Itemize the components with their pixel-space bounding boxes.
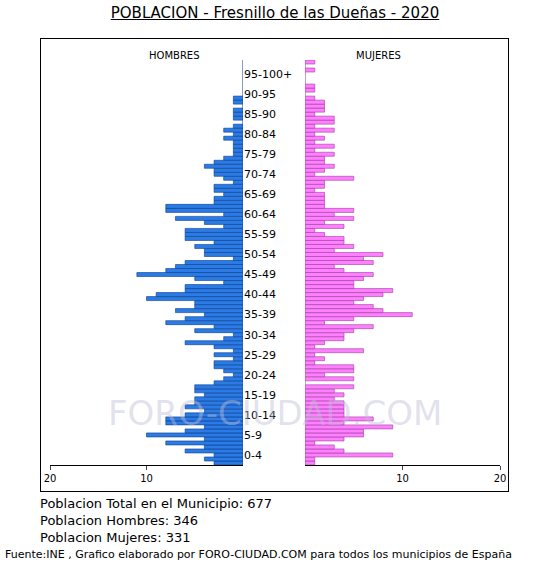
- svg-text:FORO-CIUDAD.COM: FORO-CIUDAD.COM: [108, 393, 442, 433]
- svg-text:10: 10: [140, 473, 153, 484]
- svg-text:45-49: 45-49: [244, 268, 276, 281]
- svg-text:85-90: 85-90: [244, 108, 276, 121]
- html-text:Poblacion Hombres: 346: Poblacion Hombres: 346: [40, 513, 198, 528]
- svg-text:20-24: 20-24: [244, 369, 276, 382]
- svg-text:80-84: 80-84: [244, 128, 276, 141]
- html-text:POBLACION - Fresnillo de las D: POBLACION - Fresnillo de las Dueñas - 20…: [110, 4, 440, 22]
- svg-text:65-69: 65-69: [244, 188, 276, 201]
- svg-text:20: 20: [44, 473, 57, 484]
- svg-text:30-34: 30-34: [244, 329, 276, 342]
- html-text:Fuente:INE , Grafico elaborado: Fuente:INE , Grafico elaborado por FORO-…: [5, 548, 512, 561]
- html-text:Poblacion Total en el Municipi: Poblacion Total en el Municipio: 677: [40, 496, 273, 511]
- svg-text:70-74: 70-74: [244, 168, 276, 181]
- svg-text:60-64: 60-64: [244, 208, 276, 221]
- svg-text:20: 20: [494, 473, 507, 484]
- svg-text:HOMBRES: HOMBRES: [149, 50, 200, 61]
- svg-text:15-19: 15-19: [244, 389, 276, 402]
- svg-text:95-100+: 95-100+: [244, 68, 292, 81]
- svg-text:10: 10: [396, 473, 409, 484]
- svg-text:0-4: 0-4: [244, 449, 262, 462]
- svg-text:5-9: 5-9: [244, 429, 262, 442]
- svg-text:MUJERES: MUJERES: [356, 50, 401, 61]
- html-text:Poblacion Mujeres: 331: Poblacion Mujeres: 331: [40, 530, 191, 545]
- svg-text:90-95: 90-95: [244, 88, 276, 101]
- svg-text:75-79: 75-79: [244, 148, 276, 161]
- svg-text:10-14: 10-14: [244, 409, 276, 422]
- svg-text:35-39: 35-39: [244, 308, 276, 321]
- svg-text:50-54: 50-54: [244, 248, 276, 261]
- svg-text:25-29: 25-29: [244, 349, 276, 362]
- svg-text:55-59: 55-59: [244, 228, 276, 241]
- svg-text:40-44: 40-44: [244, 288, 276, 301]
